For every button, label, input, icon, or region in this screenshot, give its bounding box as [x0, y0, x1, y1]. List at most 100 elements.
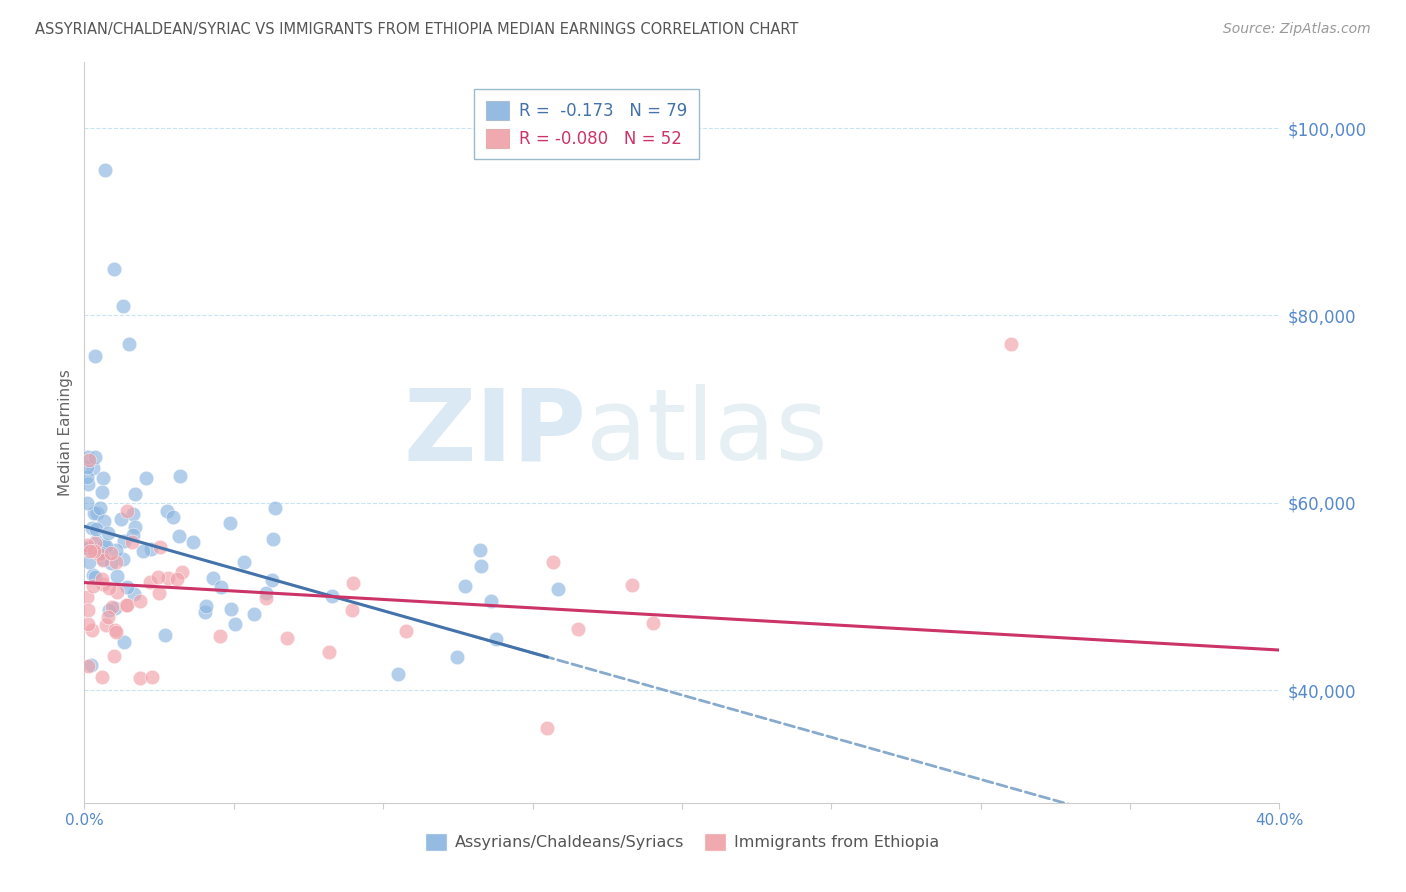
Point [91, 577, 114, 591]
Point [481, 594, 503, 608]
Point [121, 535, 143, 549]
Point [541, 555, 564, 569]
Point [79, 544, 101, 558]
Point [82, 579, 104, 593]
Point [139, 575, 162, 590]
Point [454, 579, 477, 593]
Point [148, 570, 170, 584]
Point [100, 546, 122, 560]
Legend: Assyrians/Chaldeans/Syriacs, Immigrants from Ethiopia: Assyrians/Chaldeans/Syriacs, Immigrants … [418, 827, 946, 858]
Text: atlas: atlas [586, 384, 828, 481]
Point [93, 514, 115, 528]
Point [82, 521, 104, 535]
Point [83, 506, 105, 520]
Point [115, 504, 138, 518]
Point [79, 555, 101, 569]
Point [104, 543, 127, 558]
Point [94, 617, 117, 632]
Point [167, 528, 190, 542]
Point [112, 634, 135, 648]
Point [91, 552, 114, 566]
Point [105, 569, 128, 583]
Point [91, 553, 114, 567]
Point [470, 543, 492, 558]
Point [83, 543, 105, 558]
Point [83, 535, 105, 549]
Point [76, 590, 98, 604]
Point [89, 547, 111, 561]
Point [162, 509, 184, 524]
Point [91, 484, 114, 499]
Point [156, 504, 179, 518]
Point [118, 336, 141, 351]
Point [82, 568, 104, 582]
Point [84, 570, 107, 584]
Point [77, 617, 100, 632]
Point [80, 658, 103, 673]
Point [342, 576, 364, 591]
Point [105, 624, 128, 639]
Point [103, 648, 125, 663]
Point [153, 628, 176, 642]
Point [485, 632, 508, 646]
Point [76, 470, 98, 484]
Point [224, 617, 246, 632]
Point [93, 545, 115, 559]
Point [128, 672, 150, 686]
Point [77, 603, 100, 617]
Point [91, 670, 114, 684]
Point [124, 520, 146, 534]
Point [387, 667, 409, 681]
Point [77, 450, 100, 464]
Point [97, 526, 120, 541]
Text: ASSYRIAN/CHALDEAN/SYRIAC VS IMMIGRANTS FROM ETHIOPIA MEDIAN EARNINGS CORRELATION: ASSYRIAN/CHALDEAN/SYRIAC VS IMMIGRANTS F… [35, 22, 799, 37]
Point [1000, 336, 1022, 351]
Point [94, 539, 117, 553]
Point [79, 540, 101, 554]
Point [547, 582, 569, 596]
Point [84, 450, 107, 464]
Point [103, 261, 125, 276]
Point [620, 578, 643, 592]
Point [264, 501, 287, 516]
Point [76, 495, 98, 509]
Point [76, 460, 98, 475]
Point [219, 516, 242, 530]
Point [169, 469, 191, 483]
Point [166, 572, 188, 586]
Point [211, 580, 233, 594]
Point [76, 541, 98, 555]
Point [84, 523, 107, 537]
Point [112, 552, 135, 566]
Point [194, 605, 217, 619]
Point [141, 669, 163, 683]
Point [115, 598, 138, 612]
Point [104, 556, 127, 570]
Point [262, 532, 284, 546]
Point [91, 471, 114, 485]
Point [82, 623, 104, 637]
Point [194, 599, 217, 613]
Point [101, 600, 124, 615]
Point [100, 557, 122, 571]
Point [115, 598, 138, 612]
Point [470, 558, 492, 573]
Y-axis label: Median Earnings: Median Earnings [58, 369, 73, 496]
Point [77, 453, 100, 467]
Point [536, 721, 558, 735]
Point [112, 533, 135, 548]
Point [86, 533, 108, 548]
Point [124, 487, 146, 501]
Point [318, 645, 340, 659]
Point [254, 586, 277, 600]
Point [156, 571, 179, 585]
Point [139, 541, 162, 556]
Point [90, 546, 112, 560]
Point [82, 461, 104, 475]
Point [208, 629, 231, 643]
Point [262, 574, 284, 588]
Point [105, 585, 128, 599]
Point [243, 607, 266, 622]
Point [148, 585, 170, 599]
Point [122, 587, 145, 601]
